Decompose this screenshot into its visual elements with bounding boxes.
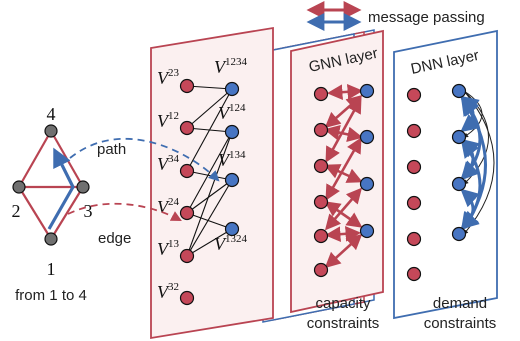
hypergraph-path-node <box>224 81 240 97</box>
dnn-layer-panel: DNN layer <box>393 29 498 320</box>
dnn-message-arrows <box>460 95 487 231</box>
hypergraph-edge-node <box>179 163 195 179</box>
hypergraph-edge-node <box>179 78 195 94</box>
gnn-edge-node <box>313 194 329 210</box>
path-label: path <box>97 141 126 158</box>
hypergraph-edge-node <box>179 290 195 306</box>
hypergraph-edge-node <box>179 248 195 264</box>
gnn-path-node <box>359 129 375 145</box>
network-node <box>44 124 58 138</box>
node-label-2: 2 <box>12 201 21 221</box>
hypergraph-label: V12 <box>157 110 179 131</box>
network-graph: 4 2 3 1 from 1 to 4 <box>12 104 93 304</box>
path-mapping-arrow <box>69 137 220 182</box>
dnn-nodes <box>406 83 467 282</box>
gnn-message-arrows <box>323 84 364 269</box>
edge-label: edge <box>98 230 131 247</box>
gnn-edge-node <box>313 158 329 174</box>
hypergraph-panel: V23 V12 V34 V24 V13 V32 V1234 V124 V134 … <box>150 26 274 340</box>
dnn-edge-node <box>406 87 422 103</box>
gnn-edge-node <box>313 86 329 102</box>
node-label-3: 3 <box>84 201 93 221</box>
hypergraph-label: V1234 <box>214 56 248 77</box>
legend: message passing <box>306 1 485 31</box>
hypergraph-label: V1324 <box>214 233 248 254</box>
hypergraph-label: V134 <box>218 149 246 170</box>
network-node <box>76 180 90 194</box>
hypergraph-path-node <box>224 221 240 237</box>
gnn-path-node <box>359 223 375 239</box>
hypergraph-label: V124 <box>218 102 246 123</box>
hypergraph-label: V32 <box>157 281 179 302</box>
legend-label: message passing <box>368 9 485 26</box>
gnn-edge-node <box>313 228 329 244</box>
gnn-edge-node <box>313 262 329 278</box>
hypergraph-label: V24 <box>157 196 180 217</box>
gnn-path-node <box>359 176 375 192</box>
hypergraph-edge-node <box>179 205 195 221</box>
dnn-edge-node <box>406 195 422 211</box>
hypergraph-label: V13 <box>157 238 180 259</box>
edge-mapping-arrow <box>67 202 182 222</box>
hypergraph-label: V23 <box>157 67 180 88</box>
hypergraph-right-nodes <box>224 81 240 237</box>
dnn-path-node <box>451 226 467 242</box>
gnn-nodes <box>313 83 375 278</box>
dnn-edge-node <box>406 123 422 139</box>
node-label-4: 4 <box>47 104 56 124</box>
network-node <box>12 180 26 194</box>
dnn-edge-node <box>406 159 422 175</box>
dnn-edge-node <box>406 231 422 247</box>
dnn-caption-line1: demand <box>433 295 487 312</box>
hypergraph-edge-node <box>179 120 195 136</box>
gnn-caption-line1: capacity <box>315 295 371 312</box>
node-label-1: 1 <box>47 259 56 279</box>
gnn-layer-panel: GNN layer <box>290 29 384 314</box>
dnn-path-node <box>451 176 467 192</box>
hypergraph-panel-bg <box>150 26 274 340</box>
hypergraph-path-node <box>224 172 240 188</box>
hypergraph-label: V34 <box>157 153 180 174</box>
graph-caption: from 1 to 4 <box>15 287 87 304</box>
dnn-path-node <box>451 83 467 99</box>
gnn-caption-line2: constraints <box>307 315 380 332</box>
path-arrow <box>47 147 75 230</box>
gnn-edge-node <box>313 122 329 138</box>
dnn-path-node <box>451 129 467 145</box>
hypergraph-left-nodes <box>179 78 195 306</box>
dnn-caption-line2: constraints <box>424 315 497 332</box>
hypergraph-path-node <box>224 124 240 140</box>
network-node <box>44 232 58 246</box>
dnn-edge-node <box>406 266 422 282</box>
gnn-path-node <box>359 83 375 99</box>
